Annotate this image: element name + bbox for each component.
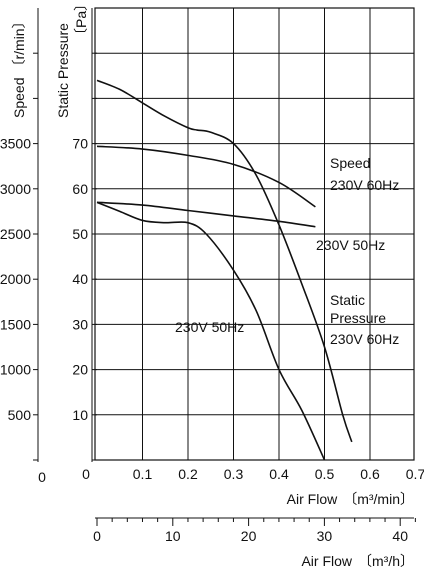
pressure-axis-ticks: 70 60 50 40 30 20 10 [72, 52, 97, 461]
curve-static-pressure-230v-50hz [96, 201, 326, 461]
airflow-m3h-tick-label: 40 [392, 528, 408, 544]
airflow-m3min-tick-label: 0.7 [406, 466, 424, 482]
airflow-m3min-tick-label: 0.5 [315, 466, 335, 482]
speed-tick-label: 2000 [0, 271, 31, 287]
pressure-tick-label: 20 [72, 362, 88, 378]
pressure-tick-label: 10 [72, 407, 88, 423]
airflow-m3h-tick-label: 30 [317, 528, 333, 544]
airflow-m3min-tick-label: 0.1 [133, 466, 153, 482]
airflow-m3min-tick-label: 0.3 [224, 466, 244, 482]
speed-axis-ticks: 3500 3000 2500 2000 1500 1000 500 0 [0, 52, 46, 485]
speed-tick-label: 3500 [0, 136, 31, 152]
grid-lines [95, 8, 414, 460]
airflow-m3h-tick-label: 20 [241, 528, 257, 544]
label-sp-pressure: Pressure [330, 310, 386, 326]
speed-tick-label: 1500 [0, 316, 31, 332]
airflow-m3min-tick-label: 0.6 [360, 466, 380, 482]
pressure-tick-label: 50 [72, 226, 88, 242]
pressure-tick-label: 70 [72, 136, 88, 152]
airflow-m3h-ticks: 0 10 20 30 40 [93, 518, 416, 544]
speed-tick-label: 500 [8, 407, 32, 423]
airflow-m3min-title: Air Flow 〔m³/min〕 [287, 491, 414, 507]
speed-axis-title: Speed〔r/min〕 [11, 14, 27, 118]
airflow-m3h-tick-label: 0 [93, 528, 101, 544]
airflow-m3min-tick-label: 0.2 [178, 466, 198, 482]
airflow-m3min-tick-label: 0 [82, 466, 90, 482]
label-speed: Speed [330, 155, 370, 171]
curve-speed-230v-60hz [96, 145, 316, 208]
airflow-m3min-tick-label: 0.4 [269, 466, 289, 482]
airflow-m3h-title: Air Flow 〔m³/h〕 [301, 553, 414, 569]
pressure-tick-label: 60 [72, 181, 88, 197]
label-speed-50hz: 230V 50Hz [316, 237, 385, 253]
speed-tick-label: 2500 [0, 226, 31, 242]
label-sp-static: Static [330, 292, 365, 308]
speed-tick-label: 3000 [0, 181, 31, 197]
pressure-tick-label: 30 [72, 316, 88, 332]
label-sp-60hz: 230V 60Hz [330, 331, 399, 347]
curve-static-pressure-230v-60hz [96, 79, 353, 443]
pressure-axis-unit: 〔Pa〕 [73, 0, 89, 42]
speed-tick-label: 0 [38, 469, 46, 485]
pressure-tick-label: 40 [72, 271, 88, 287]
speed-tick-label: 1000 [0, 362, 31, 378]
label-speed-60hz: 230V 60Hz [330, 177, 399, 193]
curves [96, 79, 353, 461]
label-sp-50hz: 230V 50Hz [175, 319, 244, 335]
airflow-m3min-ticks: 0 0.1 0.2 0.3 0.4 0.5 0.6 0.7 [82, 466, 424, 482]
curve-speed-230v-50hz [96, 201, 316, 228]
pressure-axis-title: Static Pressure [55, 23, 71, 118]
airflow-m3h-tick-label: 10 [165, 528, 181, 544]
